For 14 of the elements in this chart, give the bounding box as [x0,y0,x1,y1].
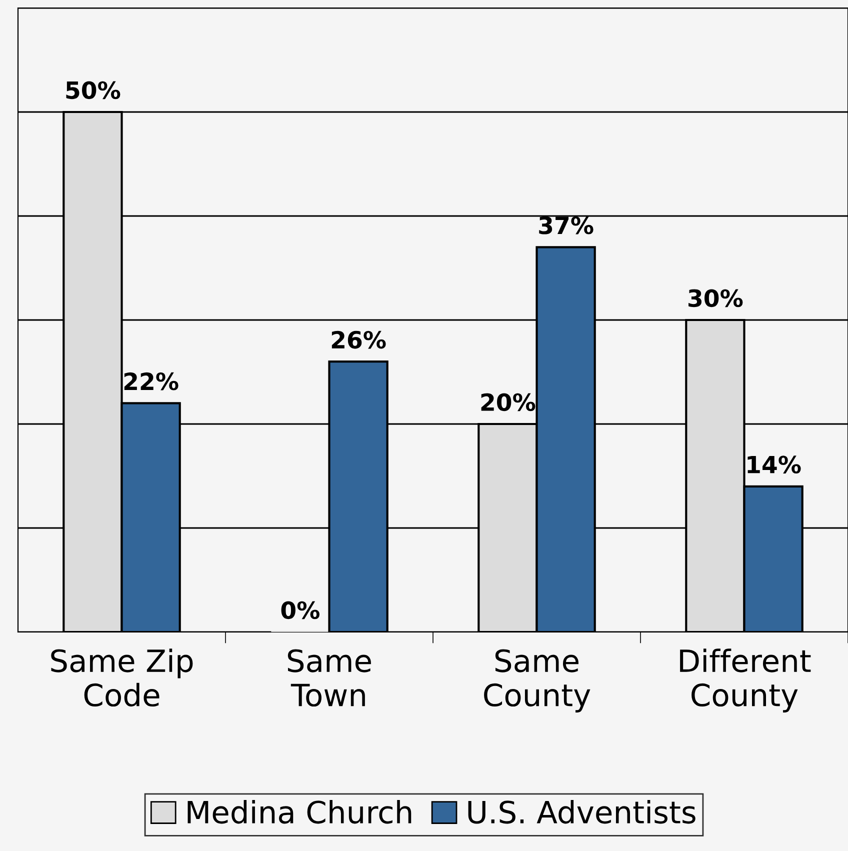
data-label: 26% [332,330,386,349]
data-label: 30% [688,289,743,308]
x-tick-label: Different County [680,648,811,712]
legend-label: Medina Church [188,800,412,824]
x-tick-label: Same Zip Code [51,648,193,707]
x-tick-label: Same County [484,649,590,712]
data-label: 37% [539,216,594,234]
data-label: 0% [281,601,320,620]
legend-label: U.S. Adventists [468,800,696,824]
data-label: 22% [124,372,178,390]
x-tick-label: Same Town [288,649,371,707]
data-label: 50% [66,81,120,100]
data-label: 20% [481,393,536,412]
data-label: 14% [748,456,801,474]
